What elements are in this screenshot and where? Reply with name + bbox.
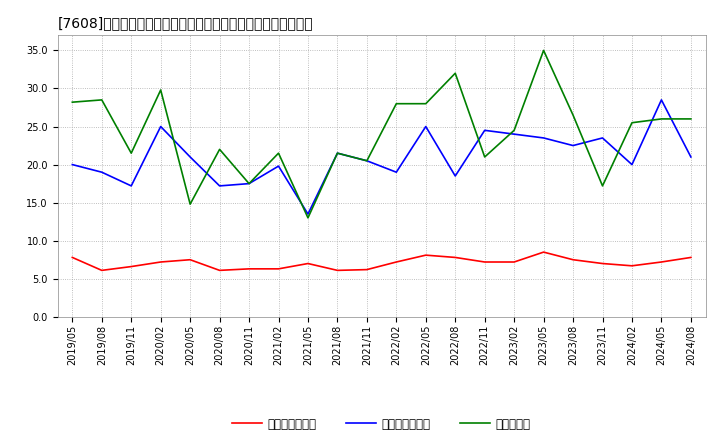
売上債権回転率 (127, 264, 135, 269)
売上債権回転率 (97, 268, 106, 273)
買入債務回転率 (304, 211, 312, 216)
売上債権回転率 (569, 257, 577, 262)
売上債権回転率 (68, 255, 76, 260)
買入債務回転率 (215, 183, 224, 188)
Line: 買入債務回転率: 買入債務回転率 (72, 100, 691, 214)
売上債権回転率 (539, 249, 548, 255)
在庫回転率 (127, 150, 135, 156)
買入債務回転率 (421, 124, 430, 129)
買入債務回転率 (127, 183, 135, 188)
在庫回転率 (245, 181, 253, 186)
Line: 在庫回転率: 在庫回転率 (72, 51, 691, 218)
在庫回転率 (156, 88, 165, 93)
売上債権回転率 (304, 261, 312, 266)
売上債権回転率 (451, 255, 459, 260)
在庫回転率 (274, 150, 283, 156)
在庫回転率 (569, 113, 577, 118)
在庫回転率 (97, 97, 106, 103)
売上債権回転率 (657, 259, 666, 264)
在庫回転率 (510, 128, 518, 133)
在庫回転率 (628, 120, 636, 125)
売上債権回転率 (480, 259, 489, 264)
売上債権回転率 (392, 259, 400, 264)
買入債務回転率 (510, 132, 518, 137)
在庫回転率 (480, 154, 489, 160)
買入債務回転率 (333, 150, 342, 156)
買入債務回転率 (245, 181, 253, 186)
売上債権回転率 (274, 266, 283, 271)
在庫回転率 (421, 101, 430, 106)
買入債務回転率 (628, 162, 636, 167)
在庫回転率 (68, 99, 76, 105)
買入債務回転率 (687, 154, 696, 160)
在庫回転率 (598, 183, 607, 188)
買入債務回転率 (186, 154, 194, 160)
在庫回転率 (333, 150, 342, 156)
買入債務回転率 (539, 136, 548, 141)
売上債権回転率 (421, 253, 430, 258)
売上債権回転率 (156, 259, 165, 264)
売上債権回転率 (687, 255, 696, 260)
在庫回転率 (657, 116, 666, 121)
売上債権回転率 (363, 267, 372, 272)
買入債務回転率 (657, 97, 666, 103)
売上債権回転率 (628, 263, 636, 268)
Legend: 売上債権回転率, 買入債務回転率, 在庫回転率: 売上債権回転率, 買入債務回転率, 在庫回転率 (228, 413, 536, 435)
買入債務回転率 (363, 158, 372, 163)
在庫回転率 (304, 215, 312, 220)
買入債務回転率 (392, 169, 400, 175)
買入債務回転率 (156, 124, 165, 129)
買入債務回転率 (480, 128, 489, 133)
買入債務回転率 (451, 173, 459, 179)
在庫回転率 (363, 158, 372, 163)
売上債権回転率 (510, 259, 518, 264)
買入債務回転率 (569, 143, 577, 148)
在庫回転率 (186, 202, 194, 207)
在庫回転率 (215, 147, 224, 152)
買入債務回転率 (274, 164, 283, 169)
売上債権回転率 (215, 268, 224, 273)
売上債権回転率 (245, 266, 253, 271)
Line: 売上債権回転率: 売上債権回転率 (72, 252, 691, 270)
在庫回転率 (392, 101, 400, 106)
在庫回転率 (687, 116, 696, 121)
買入債務回転率 (598, 136, 607, 141)
売上債権回転率 (186, 257, 194, 262)
在庫回転率 (451, 70, 459, 76)
在庫回転率 (539, 48, 548, 53)
Text: [7608]　売上債権回転率、買入債務回転率、在庫回転率の推移: [7608] 売上債権回転率、買入債務回転率、在庫回転率の推移 (58, 16, 313, 30)
買入債務回転率 (68, 162, 76, 167)
買入債務回転率 (97, 169, 106, 175)
売上債権回転率 (333, 268, 342, 273)
売上債権回転率 (598, 261, 607, 266)
